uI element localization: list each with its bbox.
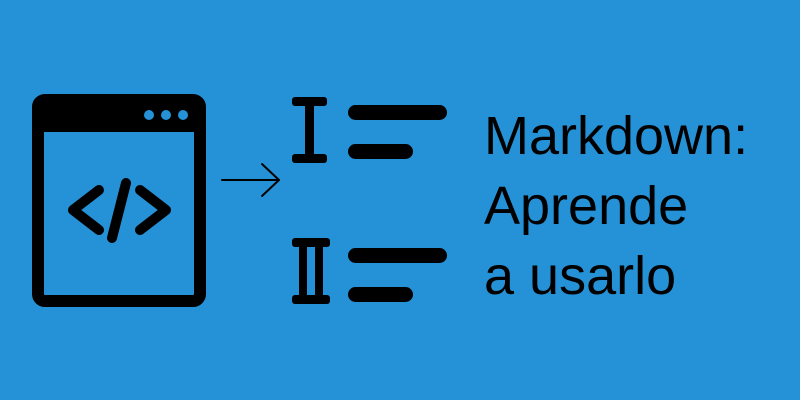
heading-one-lines <box>348 105 447 159</box>
heading-one-icon <box>292 97 327 163</box>
title-line-2: Aprende <box>484 176 689 236</box>
right-arrow-icon <box>221 163 280 197</box>
heading-two-lines <box>348 248 447 302</box>
title-line-1: Markdown: <box>484 106 749 166</box>
banner-title: Markdown: Aprende a usarlo <box>484 101 748 311</box>
browser-window-code-icon <box>32 94 206 307</box>
title-line-3: a usarlo <box>484 246 677 306</box>
code-brackets-icon <box>68 178 171 243</box>
heading-two-icon <box>292 238 330 304</box>
